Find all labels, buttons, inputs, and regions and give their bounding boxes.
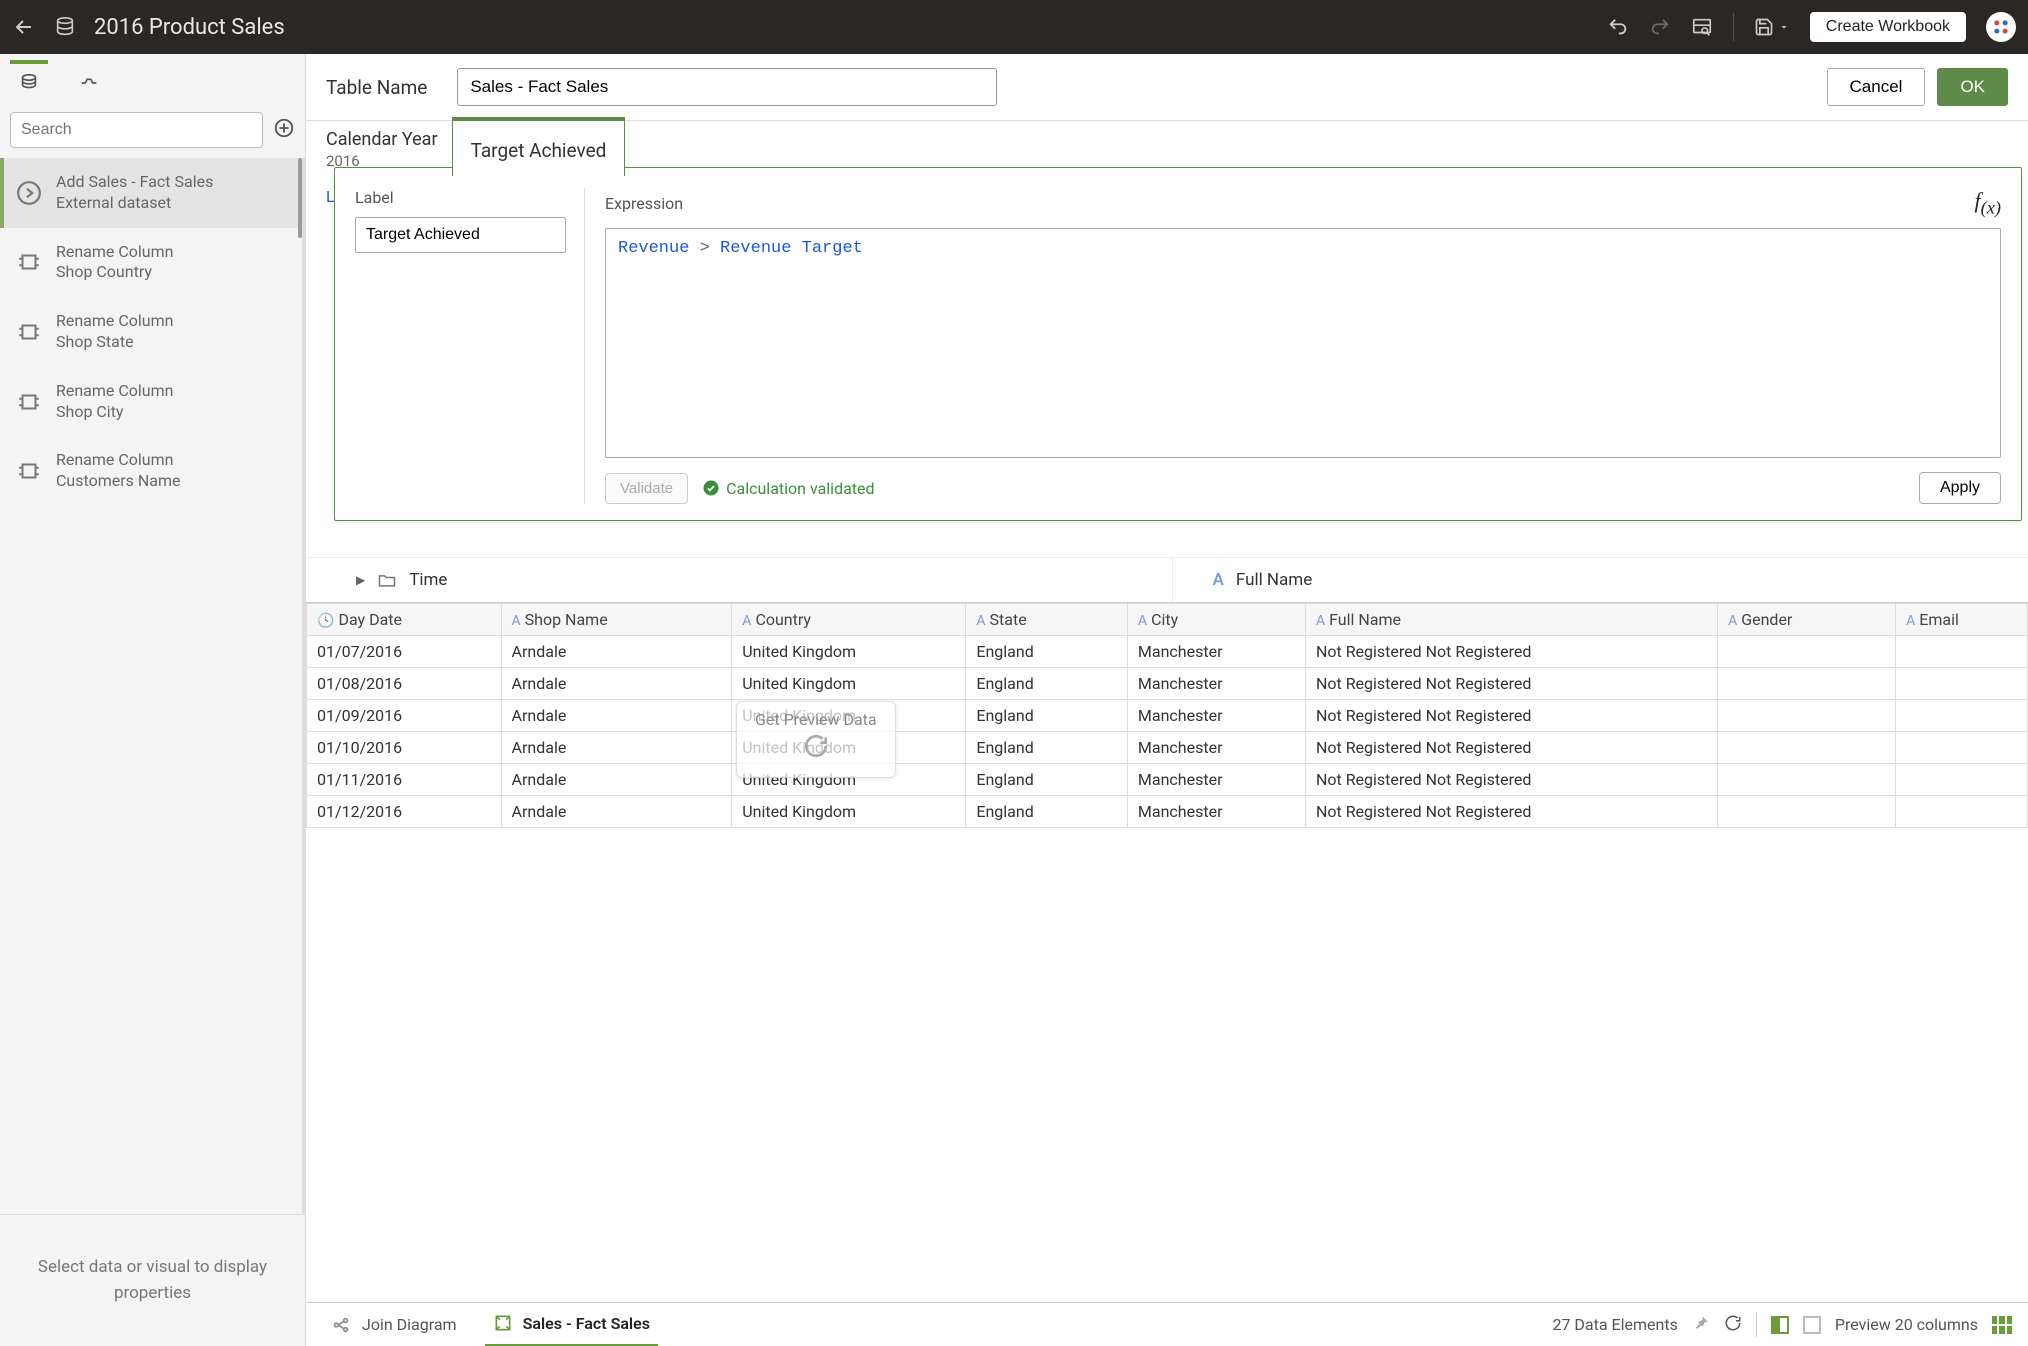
save-icon[interactable] <box>1754 17 1790 37</box>
join-icon <box>330 1314 352 1336</box>
step-list: Add Sales - Fact SalesExternal datasetRe… <box>0 158 305 1214</box>
validate-button[interactable]: Validate <box>605 473 688 504</box>
step-item[interactable]: Rename ColumnShop Country <box>0 228 298 298</box>
folder-fullname[interactable]: A Full Name <box>1173 558 2028 602</box>
search-input[interactable] <box>10 112 263 148</box>
tab-join-diagram[interactable]: Join Diagram <box>322 1314 465 1336</box>
main: Add Sales - Fact SalesExternal datasetRe… <box>0 54 2028 1346</box>
ok-button[interactable]: OK <box>1937 68 2008 106</box>
page-title: 2016 Product Sales <box>94 15 285 40</box>
tab-data-icon[interactable] <box>14 68 44 102</box>
th-country[interactable]: ACountry <box>732 604 966 636</box>
right-pane: Table Name Cancel OK Calendar Year 2016 … <box>306 54 2028 1346</box>
layout-full-icon[interactable] <box>1803 1316 1821 1334</box>
column-tab-target-achieved[interactable]: Target Achieved <box>452 117 626 176</box>
step-icon <box>16 389 42 415</box>
expression-input[interactable]: Revenue > Revenue Target <box>605 228 2001 458</box>
table-header-row: 🕓Day Date AShop Name ACountry AState ACi… <box>307 604 2028 636</box>
database-icon <box>54 16 76 38</box>
validation-message: Calculation validated <box>702 479 874 498</box>
avatar[interactable] <box>1986 12 2016 42</box>
tab-sales-table[interactable]: Sales - Fact Sales <box>485 1303 658 1346</box>
table-icon <box>493 1313 513 1333</box>
step-icon <box>16 319 42 345</box>
undo-icon[interactable] <box>1607 16 1629 38</box>
table-row[interactable]: 01/07/2016ArndaleUnited KingdomEnglandMa… <box>307 636 2028 668</box>
layout-split-icon[interactable] <box>1771 1316 1789 1334</box>
add-icon[interactable] <box>273 117 295 144</box>
grid-icon[interactable] <box>1992 1316 2012 1334</box>
create-workbook-button[interactable]: Create Workbook <box>1810 12 1966 42</box>
topbar: 2016 Product Sales Create Workbook <box>0 0 2028 54</box>
th-fullname[interactable]: AFull Name <box>1305 604 1717 636</box>
bottom-bar: Join Diagram Sales - Fact Sales 27 Data … <box>306 1302 2028 1346</box>
table-row[interactable]: 01/12/2016ArndaleUnited KingdomEnglandMa… <box>307 796 2028 828</box>
label-field-label: Label <box>355 188 566 207</box>
th-gender[interactable]: AGender <box>1718 604 1896 636</box>
properties-placeholder: Select data or visual to display propert… <box>0 1214 305 1346</box>
step-item[interactable]: Rename ColumnShop City <box>0 367 298 437</box>
th-city[interactable]: ACity <box>1127 604 1305 636</box>
folder-rows: ▶ Time A Full Name <box>306 557 2028 602</box>
label-input[interactable] <box>355 217 566 253</box>
step-item[interactable]: Rename ColumnShop State <box>0 297 298 367</box>
refresh-icon[interactable] <box>1724 1314 1742 1336</box>
table-row[interactable]: 01/10/2016ArndaleUnited KingdomEnglandMa… <box>307 732 2028 764</box>
folder-time[interactable]: ▶ Time <box>306 558 1173 602</box>
th-shop[interactable]: AShop Name <box>501 604 732 636</box>
divider <box>1733 13 1734 41</box>
editor-region: Lo Label Expression f(x) Revenue > Reven… <box>306 177 2028 557</box>
step-icon <box>16 458 42 484</box>
back-icon[interactable] <box>12 15 36 39</box>
table-name-input[interactable] <box>457 68 997 106</box>
expand-icon[interactable]: ▶ <box>356 573 365 587</box>
expression-editor-panel: Label Expression f(x) Revenue > Revenue … <box>334 167 2022 521</box>
th-email[interactable]: AEmail <box>1896 604 2028 636</box>
table-row[interactable]: 01/11/2016ArndaleUnited KingdomEnglandMa… <box>307 764 2028 796</box>
data-table: 🕓Day Date AShop Name ACountry AState ACi… <box>306 603 2028 828</box>
fx-icon[interactable]: f(x) <box>1975 188 2001 218</box>
data-table-container: 🕓Day Date AShop Name ACountry AState ACi… <box>306 602 2028 1302</box>
step-icon <box>16 249 42 275</box>
table-name-label: Table Name <box>326 76 427 99</box>
expression-label: Expression <box>605 194 683 213</box>
redo-icon[interactable] <box>1649 16 1671 38</box>
step-icon <box>16 180 42 206</box>
table-name-row: Table Name Cancel OK <box>306 54 2028 121</box>
preview-columns-label: Preview 20 columns <box>1835 1315 1978 1334</box>
step-item[interactable]: Add Sales - Fact SalesExternal dataset <box>0 158 298 228</box>
left-sidebar: Add Sales - Fact SalesExternal datasetRe… <box>0 54 306 1346</box>
th-date[interactable]: 🕓Day Date <box>307 604 502 636</box>
preview-icon[interactable] <box>1691 16 1713 38</box>
step-item[interactable]: Rename ColumnCustomers Name <box>0 436 298 506</box>
pin-icon[interactable] <box>1692 1314 1710 1336</box>
th-state[interactable]: AState <box>966 604 1128 636</box>
table-row[interactable]: 01/09/2016ArndaleUnited KingdomEnglandMa… <box>307 700 2028 732</box>
folder-icon <box>377 570 397 590</box>
cancel-button[interactable]: Cancel <box>1827 68 1926 106</box>
apply-button[interactable]: Apply <box>1919 472 2001 504</box>
tab-prep-icon[interactable] <box>74 68 104 102</box>
data-elements-count: 27 Data Elements <box>1552 1315 1677 1334</box>
table-row[interactable]: 01/08/2016ArndaleUnited KingdomEnglandMa… <box>307 668 2028 700</box>
text-type-icon: A <box>1213 570 1224 590</box>
